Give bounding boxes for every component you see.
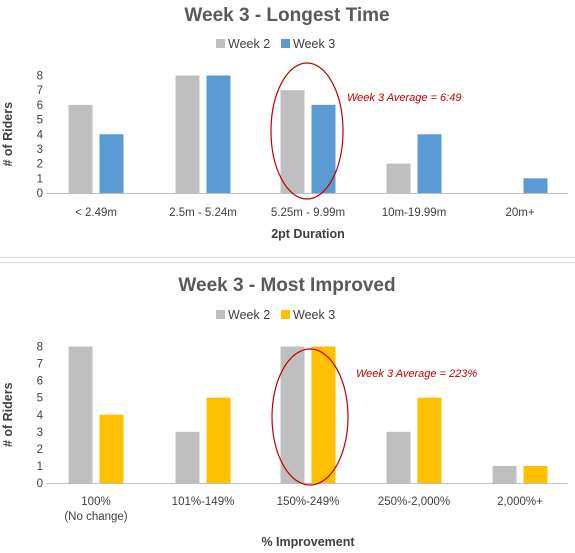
legend-label-week2: Week 2 — [228, 37, 270, 51]
x-axis-label: % Improvement — [261, 535, 355, 549]
bar-week3 — [311, 346, 336, 483]
x-category-label-line: 2.5m - 5.24m — [169, 207, 237, 219]
bar-week3 — [523, 465, 548, 483]
legend-label-week3: Week 3 — [293, 308, 335, 322]
y-tick-label: 2 — [37, 444, 43, 456]
y-tick-label: 7 — [37, 85, 43, 97]
legend-swatch-week2 — [216, 39, 225, 48]
bar-week2 — [280, 346, 305, 483]
y-tick-label: 4 — [37, 410, 44, 422]
x-category-label: 150%-249% — [277, 496, 340, 508]
bar-week3 — [99, 414, 124, 483]
legend-label-week2: Week 2 — [228, 308, 270, 322]
y-tick-label: 0 — [37, 478, 43, 490]
y-tick-label: 8 — [37, 342, 43, 354]
x-category-label-line: 150%-249% — [277, 496, 340, 508]
x-category-label: 20m+ — [505, 207, 534, 219]
average-annotation: Week 3 Average = 223% — [356, 368, 477, 380]
x-category-label-line: 100% — [81, 496, 110, 508]
chart-most-improved: Week 3 - Most Improved Week 2 Week 3 0 1 2 3 4 5… — [1, 275, 568, 549]
x-axis-label: 2pt Duration — [271, 227, 345, 241]
bar-week2 — [175, 431, 200, 483]
y-tick-label: 4 — [37, 129, 44, 141]
chart-title: Week 3 - Longest Time — [184, 5, 389, 26]
x-category-label: 101%-149% — [172, 496, 235, 508]
highlight-ellipse — [270, 62, 344, 200]
bar-week3 — [311, 104, 336, 193]
x-category-label: 2.5m - 5.24m — [169, 207, 237, 219]
y-tick-label: 5 — [37, 115, 43, 127]
x-category-label-line: 101%-149% — [172, 496, 235, 508]
y-tick-label: 8 — [37, 71, 43, 83]
bar-week2 — [386, 163, 411, 193]
y-axis-label: # of Riders — [1, 382, 15, 447]
x-category-label-line: (No change) — [64, 511, 127, 523]
y-tick-label: 1 — [37, 461, 43, 473]
bar-week2 — [280, 90, 305, 193]
bar-week3 — [523, 178, 548, 193]
bar-week2 — [492, 465, 517, 483]
legend-swatch-week2 — [216, 310, 225, 319]
y-axis-label: # of Riders — [1, 102, 15, 167]
y-tick-label: 1 — [37, 173, 43, 185]
y-tick-label: 6 — [37, 376, 43, 388]
legend-swatch-week3 — [281, 310, 290, 319]
y-tick-label: 3 — [37, 427, 43, 439]
x-category-label: 250%-2,000% — [378, 496, 450, 508]
x-category-label-line: 5.25m - 9.99m — [271, 207, 345, 219]
legend-label-week3: Week 3 — [293, 37, 335, 51]
bar-week3 — [206, 75, 231, 193]
chart-longest-time: Week 3 - Longest Time Week 2 Week 3 0 1 2 3 4 5 6… — [1, 5, 568, 241]
y-tick-label: 2 — [37, 159, 43, 171]
bar-week3 — [99, 134, 124, 193]
x-category-label-line: 10m-19.99m — [382, 207, 447, 219]
y-tick-label: 3 — [37, 144, 43, 156]
highlight-ellipse — [271, 348, 349, 486]
average-annotation: Week 3 Average = 6:49 — [347, 92, 461, 104]
chart-panel-longest-time: Week 3 - Longest Time Week 2 Week 3 0 1 2 3 4 5 6… — [0, 0, 575, 258]
x-category-label: 5.25m - 9.99m — [271, 207, 345, 219]
chart-panel-most-improved: Week 3 - Most Improved Week 2 Week 3 0 1 2 3 4 5… — [0, 262, 575, 553]
x-category-label-line: 250%-2,000% — [378, 496, 450, 508]
x-category-label: 100% (No change) — [64, 496, 127, 523]
bar-week2 — [68, 104, 93, 193]
y-tick-label: 0 — [37, 188, 43, 200]
bar-week2 — [175, 75, 200, 193]
y-tick-label: 5 — [37, 393, 43, 405]
bar-week3 — [417, 397, 442, 483]
chart-title: Week 3 - Most Improved — [178, 275, 395, 296]
bar-week3 — [417, 134, 442, 193]
legend-swatch-week3 — [281, 39, 290, 48]
bar-week2 — [386, 431, 411, 483]
bar-week3 — [206, 397, 231, 483]
x-category-label: 2,000%+ — [497, 496, 543, 508]
y-tick-label: 6 — [37, 100, 43, 112]
bar-week2 — [68, 346, 93, 483]
x-category-label-line: 20m+ — [505, 207, 534, 219]
x-category-label: < 2.49m — [75, 207, 117, 219]
x-category-label-line: 2,000%+ — [497, 496, 543, 508]
x-category-label-line: < 2.49m — [75, 207, 117, 219]
y-tick-label: 7 — [37, 359, 43, 371]
x-category-label: 10m-19.99m — [382, 207, 447, 219]
